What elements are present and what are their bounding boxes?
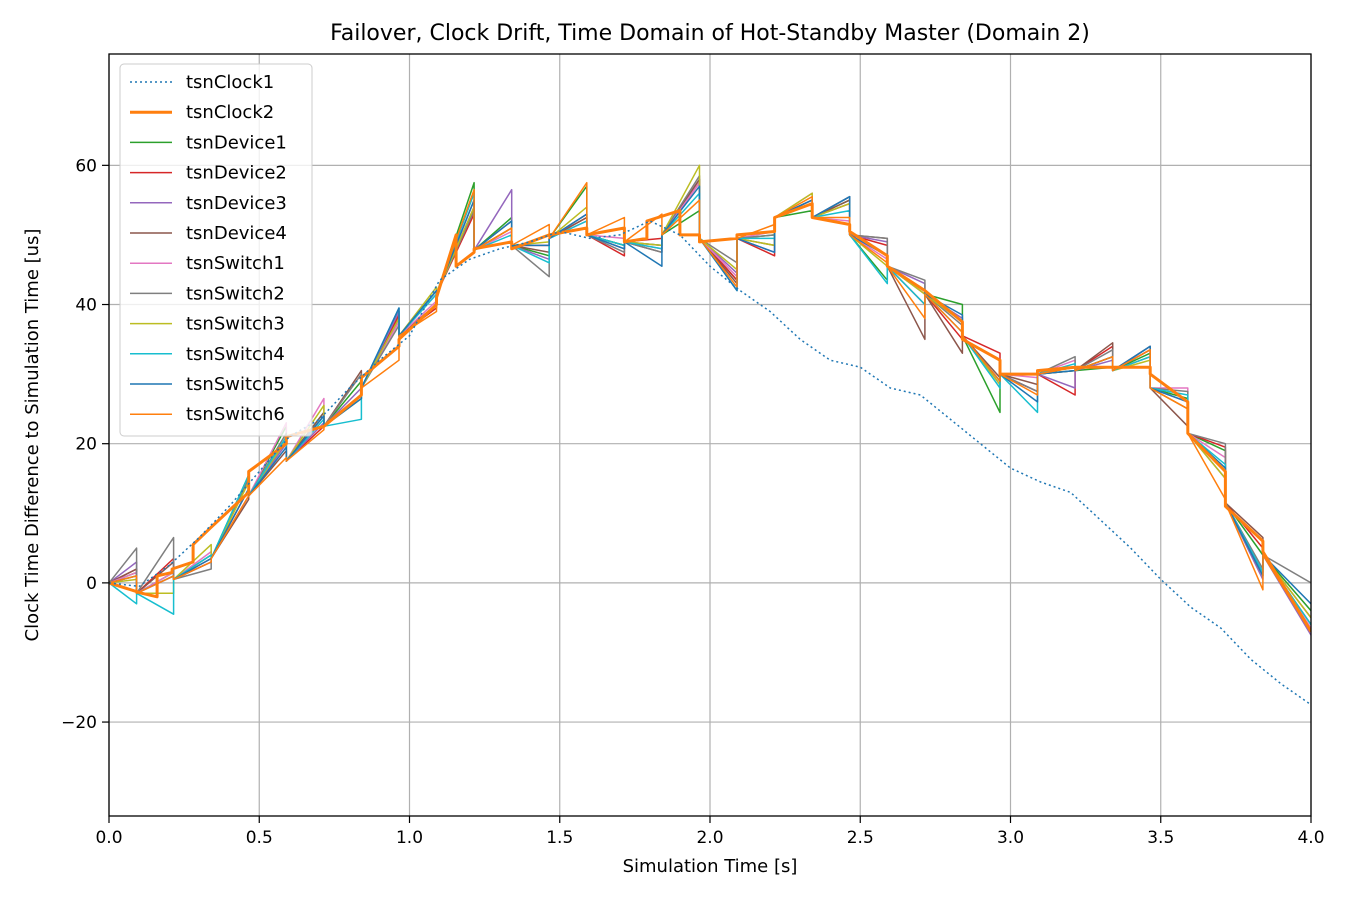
series-group (109, 164, 1311, 706)
legend-entry-tsnswitch5: tsnSwitch5 (130, 374, 285, 395)
legend-label: tsnDevice1 (186, 132, 287, 153)
legend-entry-tsndevice4: tsnDevice4 (130, 223, 287, 244)
x-tick-label: 3.0 (997, 828, 1024, 848)
legend-entry-tsnswitch6: tsnSwitch6 (130, 404, 285, 425)
legend-entry-tsnswitch2: tsnSwitch2 (130, 283, 285, 304)
legend: tsnClock1 tsnClock2 tsnDevice1 tsnDevice2 ts… (119, 63, 313, 437)
legend-label: tsnClock1 (186, 72, 274, 93)
legend-label: tsnSwitch6 (186, 404, 285, 425)
legend-box (119, 63, 313, 437)
plot-area (109, 164, 1311, 706)
x-tick-label: 2.0 (696, 828, 723, 848)
legend-entry-tsndevice1: tsnDevice1 (130, 132, 287, 153)
legend-entry-tsnclock2: tsnClock2 (130, 102, 274, 123)
legend-label: tsnSwitch3 (186, 314, 285, 335)
legend-entry-tsnswitch1: tsnSwitch1 (130, 253, 285, 274)
y-axis: −20 0 20 40 60 (61, 156, 109, 733)
x-tick-label: 0.0 (95, 828, 122, 848)
x-tick-label: 3.5 (1147, 828, 1174, 848)
legend-label: tsnSwitch4 (186, 344, 285, 365)
x-tick-label: 0.5 (246, 828, 273, 848)
legend-entry-tsndevice3: tsnDevice3 (130, 193, 287, 214)
x-axis: 0.0 0.5 1.0 1.5 2.0 2.5 3.0 3.5 4.0 (95, 816, 1325, 848)
legend-label: tsnDevice4 (186, 223, 287, 244)
y-tick-label: −20 (61, 713, 97, 733)
legend-label: tsnClock2 (186, 102, 274, 123)
legend-entry-tsnswitch4: tsnSwitch4 (130, 344, 285, 365)
y-axis-label: Clock Time Difference to Simulation Time… (22, 229, 43, 642)
y-tick-label: 60 (75, 156, 97, 176)
x-tick-label: 1.5 (546, 828, 573, 848)
legend-label: tsnDevice2 (186, 163, 287, 184)
legend-label: tsnSwitch5 (186, 374, 285, 395)
x-tick-label: 4.0 (1297, 828, 1324, 848)
legend-label: tsnSwitch2 (186, 283, 285, 304)
x-axis-label: Simulation Time [s] (623, 856, 798, 877)
y-tick-label: 40 (75, 296, 97, 316)
chart-title: Failover, Clock Drift, Time Domain of Ho… (330, 21, 1090, 46)
legend-entry-tsnclock1: tsnClock1 (130, 72, 274, 93)
legend-entry-tsndevice2: tsnDevice2 (130, 163, 287, 184)
legend-label: tsnDevice3 (186, 193, 287, 214)
x-tick-label: 1.0 (396, 828, 423, 848)
legend-entry-tsnswitch3: tsnSwitch3 (130, 314, 285, 335)
y-tick-label: 0 (86, 574, 97, 594)
series-line-tsnclock2 (109, 202, 1311, 633)
legend-label: tsnSwitch1 (186, 253, 285, 274)
y-tick-label: 20 (75, 435, 97, 455)
x-tick-label: 2.5 (847, 828, 874, 848)
